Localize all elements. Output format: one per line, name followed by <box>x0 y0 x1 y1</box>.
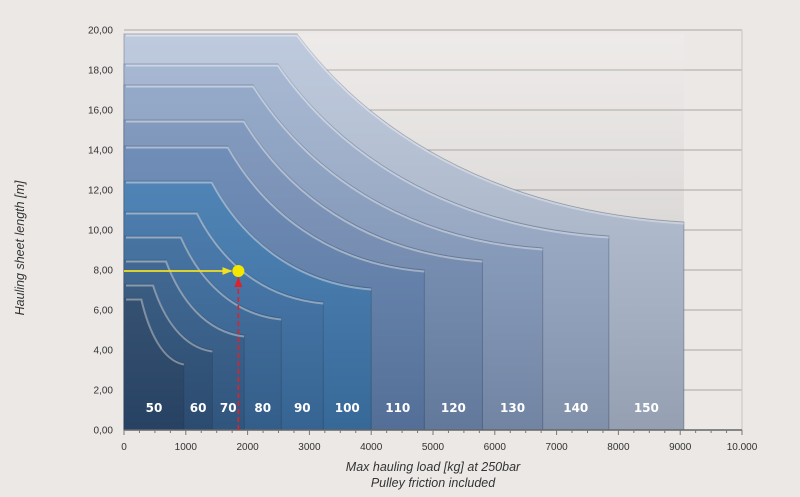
y-tick-label: 10,00 <box>88 226 113 237</box>
example-point-group <box>124 265 245 430</box>
x-tick-label: 7000 <box>545 442 568 453</box>
x-tick-label: 10.000 <box>727 442 758 453</box>
region-label-80: 80 <box>254 401 271 415</box>
region-label-70: 70 <box>220 401 237 415</box>
region-label-90: 90 <box>294 401 311 415</box>
x-axis-subtitle: Pulley friction included <box>371 476 496 490</box>
region-label-50: 50 <box>146 401 163 415</box>
x-tick-label: 8000 <box>607 442 630 453</box>
region-label-120: 120 <box>441 401 466 415</box>
region-label-100: 100 <box>335 401 360 415</box>
x-tick-label: 5000 <box>422 442 445 453</box>
x-tick-label: 6000 <box>484 442 507 453</box>
x-tick-label: 3000 <box>298 442 321 453</box>
y-tick-label: 4,00 <box>94 346 114 357</box>
region-label-130: 130 <box>500 401 525 415</box>
region-labels: 150 140 130 120 110 100 90 80 70 60 50 <box>146 401 659 415</box>
x-tick-label: 4000 <box>360 442 383 453</box>
x-tick-label: 1000 <box>175 442 198 453</box>
example-point <box>232 265 245 277</box>
y-tick-label: 14,00 <box>88 146 113 157</box>
y-tick-label: 12,00 <box>88 186 113 197</box>
region-label-140: 140 <box>563 401 588 415</box>
x-tick-label: 9000 <box>669 442 692 453</box>
y-tick-label: 2,00 <box>94 386 114 397</box>
capacity-regions <box>123 33 685 431</box>
x-tick-label: 2000 <box>236 442 259 453</box>
x-axis-title: Max hauling load [kg] at 250bar <box>346 460 521 474</box>
y-tick-label: 18,00 <box>88 66 113 77</box>
region-label-110: 110 <box>385 401 410 415</box>
y-tick-label: 6,00 <box>94 306 114 317</box>
y-tick-label: 0,00 <box>94 426 114 437</box>
region-label-60: 60 <box>190 401 207 415</box>
y-axis-title: Hauling sheet length [m] <box>13 180 27 315</box>
region-label-150: 150 <box>634 401 659 415</box>
y-tick-label: 16,00 <box>88 106 113 117</box>
axes: 0,00 2,00 4,00 6,00 8,00 10,00 12,00 14,00 16,00… <box>88 26 758 454</box>
y-tick-label: 8,00 <box>94 266 114 277</box>
x-tick-label: 0 <box>121 442 127 453</box>
y-tick-label: 20,00 <box>88 26 113 37</box>
